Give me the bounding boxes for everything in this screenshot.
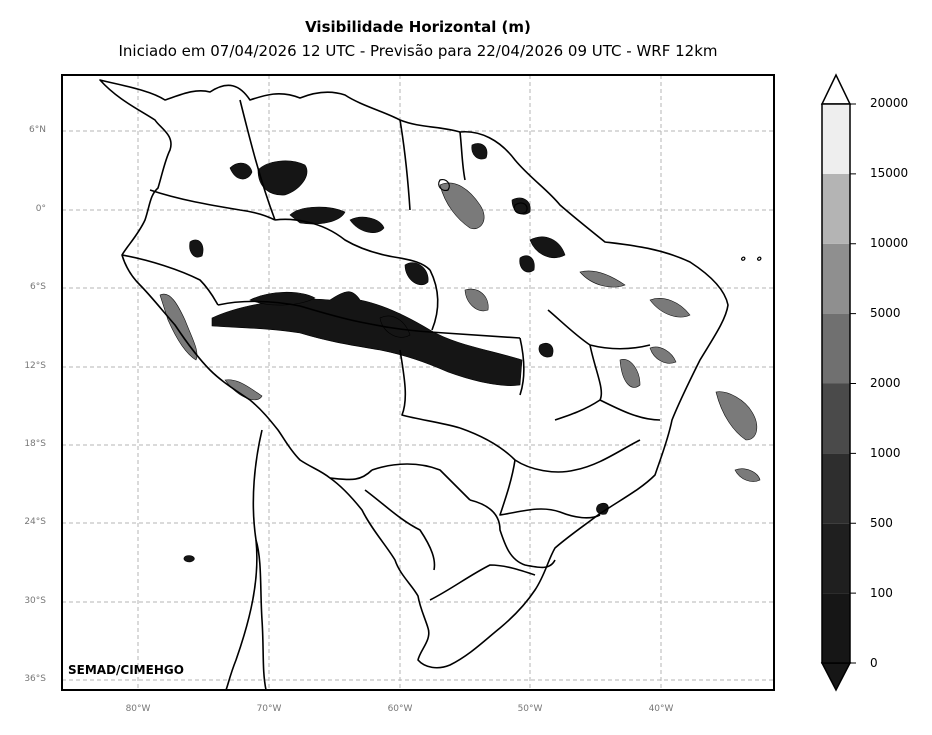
colorbar-top-extension (820, 73, 852, 105)
colorbar-block (822, 453, 850, 524)
lon-tick-label: 60°W (387, 704, 413, 714)
colorbar-label: 0 (870, 656, 878, 670)
lat-tick-label: 12°S (24, 361, 46, 371)
lat-tick-label: 0° (35, 204, 46, 214)
colorbar-bottom-extension (820, 662, 852, 692)
colorbar-label: 100 (870, 586, 893, 600)
lat-tick-label: 18°S (24, 439, 46, 449)
lat-tick-label: 6°N (29, 125, 46, 135)
coastline-borders (99, 79, 729, 691)
lat-tick-label: 6°S (30, 282, 46, 292)
lat-tick-label: 30°S (24, 596, 46, 606)
lon-tick-label: 80°W (125, 704, 151, 714)
colorbar-label: 15000 (870, 166, 909, 180)
colorbar-block (822, 313, 850, 384)
low-visibility-fields (183, 143, 609, 563)
colorbar-label: 500 (870, 516, 893, 530)
colorbar-label: 20000 (870, 96, 909, 110)
colorbar-block (822, 383, 850, 454)
moderate-visibility-fields (159, 182, 761, 482)
colorbar-label: 10000 (870, 236, 909, 250)
colorbar-label: 5000 (870, 306, 901, 320)
colorbar-block (822, 173, 850, 244)
colorbar-block (822, 104, 850, 174)
lon-tick-label: 70°W (256, 704, 282, 714)
map-title: Visibilidade Horizontal (m) (305, 18, 531, 36)
lon-tick-label: 50°W (517, 704, 543, 714)
colorbar (820, 73, 856, 692)
gridlines (62, 75, 774, 690)
colorbar-block (822, 243, 850, 314)
islands (438, 179, 762, 261)
lat-tick-label: 24°S (24, 517, 46, 527)
lat-tick-label: 36°S (24, 674, 46, 684)
map-subtitle: Iniciado em 07/04/2026 12 UTC - Previsão… (118, 42, 718, 60)
credit-label: SEMAD/CIMEHGO (68, 663, 184, 677)
colorbar-block (822, 523, 850, 594)
colorbar-block (822, 593, 850, 663)
colorbar-label: 2000 (870, 376, 901, 390)
colorbar-label: 1000 (870, 446, 901, 460)
map-frame (61, 74, 775, 691)
lon-tick-label: 40°W (648, 704, 674, 714)
